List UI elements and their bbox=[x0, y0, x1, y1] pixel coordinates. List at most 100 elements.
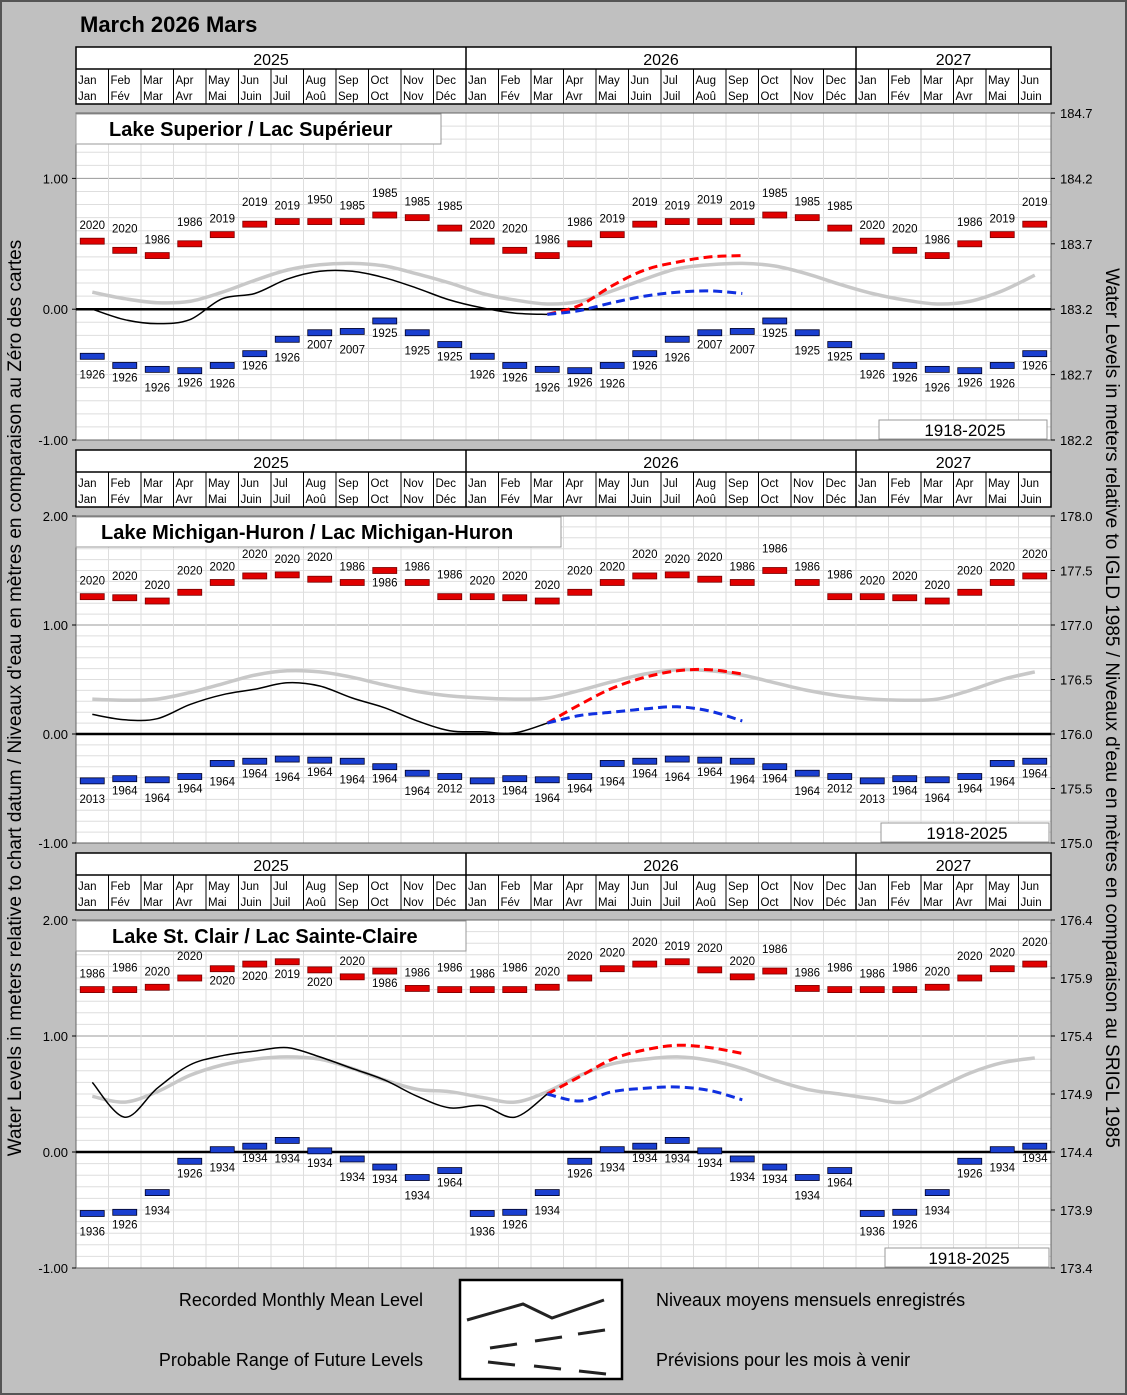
min-level-bar bbox=[632, 1142, 658, 1150]
max-year-label: 2020 bbox=[534, 966, 560, 978]
min-year-label: 1964 bbox=[307, 767, 333, 779]
max-level-bar bbox=[79, 593, 105, 601]
min-level-bar bbox=[599, 760, 625, 767]
month-label-fr: Fév bbox=[501, 494, 520, 506]
max-year-label: 2019 bbox=[274, 201, 300, 213]
month-label-en: Jun bbox=[1021, 881, 1040, 893]
month-label-fr: Nov bbox=[403, 897, 424, 909]
month-label-fr: Jan bbox=[78, 91, 97, 103]
month-label-en: Dec bbox=[826, 881, 847, 893]
min-level-bar bbox=[924, 1189, 950, 1196]
max-level-bar bbox=[957, 240, 983, 248]
month-label-fr: Mai bbox=[988, 494, 1007, 506]
month-label-fr: Oct bbox=[371, 494, 390, 506]
max-level-bar bbox=[437, 224, 463, 232]
forecast-low-line bbox=[547, 289, 743, 316]
max-year-label: 1986 bbox=[762, 544, 788, 556]
month-label-fr: Mai bbox=[208, 91, 227, 103]
min-level-bar bbox=[112, 1208, 138, 1216]
month-label-fr: Juin bbox=[631, 494, 652, 506]
max-level-bar bbox=[437, 593, 463, 601]
month-label-en: Sep bbox=[338, 478, 358, 490]
month-label-en: Feb bbox=[501, 881, 521, 893]
max-year-label: 2019 bbox=[664, 201, 690, 213]
period-box bbox=[880, 822, 1050, 843]
recorded-level-line bbox=[92, 269, 548, 325]
min-level-bar bbox=[794, 329, 820, 337]
max-year-label: 1986 bbox=[502, 963, 528, 975]
month-label-en: Jan bbox=[468, 881, 487, 893]
max-level-bar bbox=[599, 965, 625, 973]
max-year-label: 2020 bbox=[469, 576, 495, 588]
min-year-label: 1926 bbox=[957, 1168, 983, 1180]
legend-probable-en: Probable Range of Future Levels bbox=[159, 1350, 423, 1370]
month-label-en: Jun bbox=[1021, 478, 1040, 490]
min-year-label: 1964 bbox=[664, 772, 690, 784]
min-level-bar bbox=[144, 776, 170, 784]
forecast-high-line bbox=[546, 254, 743, 316]
min-year-label: 1964 bbox=[989, 776, 1015, 788]
min-level-bar bbox=[599, 1146, 625, 1154]
month-label-fr: Nov bbox=[793, 91, 814, 103]
month-label-en: Jun bbox=[241, 75, 260, 87]
legend-recorded-sample bbox=[466, 1298, 605, 1322]
legend-sample-box bbox=[458, 1278, 624, 1381]
max-level-bar bbox=[79, 986, 105, 993]
min-year-label: 1926 bbox=[1022, 361, 1048, 373]
lake-title-box bbox=[75, 920, 467, 952]
max-year-label: 1986 bbox=[79, 969, 105, 981]
max-level-bar bbox=[729, 218, 755, 225]
y-tick-left: 0.00 bbox=[43, 1145, 68, 1160]
period-label: 1918-2025 bbox=[928, 1249, 1009, 1268]
max-level-bar bbox=[339, 579, 365, 586]
min-level-bar bbox=[242, 1142, 268, 1150]
min-level-bar bbox=[502, 1208, 528, 1216]
max-level-bar bbox=[827, 593, 853, 601]
min-level-bar bbox=[957, 367, 983, 375]
max-level-bar bbox=[664, 571, 690, 579]
month-label-en: Apr bbox=[176, 881, 194, 893]
month-label-fr: Avr bbox=[956, 897, 973, 909]
max-level-bar bbox=[177, 588, 203, 596]
year-label: 2026 bbox=[643, 455, 679, 472]
min-level-bar bbox=[924, 776, 950, 784]
month-label-fr: Juil bbox=[273, 897, 290, 909]
min-year-label: 1934 bbox=[632, 1153, 658, 1165]
min-level-bar bbox=[892, 775, 918, 783]
min-year-label: 1926 bbox=[957, 378, 983, 390]
max-level-bar bbox=[729, 973, 755, 981]
min-year-label: 1926 bbox=[632, 361, 658, 373]
max-year-label: 1986 bbox=[924, 235, 950, 247]
min-level-bar bbox=[729, 328, 755, 335]
month-label-en: Aug bbox=[696, 75, 716, 87]
max-level-bar bbox=[1022, 960, 1048, 968]
left-axis-title: Water Levels in meters relative to chart… bbox=[5, 240, 26, 1156]
month-label-fr: Jan bbox=[468, 494, 487, 506]
month-label-en: May bbox=[988, 478, 1010, 490]
month-label-en: Feb bbox=[111, 881, 131, 893]
min-level-bar bbox=[144, 1189, 170, 1196]
min-level-bar bbox=[502, 362, 528, 369]
month-label-fr: Nov bbox=[403, 91, 424, 103]
forecast-low-line bbox=[546, 705, 743, 725]
min-year-label: 1934 bbox=[664, 1153, 690, 1165]
min-year-label: 1964 bbox=[729, 774, 755, 786]
month-label-en: Jun bbox=[631, 478, 650, 490]
forecast-high-line bbox=[546, 1043, 743, 1096]
min-level-bar bbox=[729, 1155, 755, 1163]
max-year-label: 1986 bbox=[372, 978, 398, 990]
month-label-fr: Mai bbox=[208, 494, 227, 506]
month-header: 2025 Jan Jan Feb Fév Mar Mar Apr Avr May Mai Jun Jui… bbox=[75, 46, 1052, 105]
month-label-en: Feb bbox=[891, 478, 911, 490]
max-level-bar bbox=[372, 211, 398, 219]
min-year-label: 1964 bbox=[762, 774, 788, 786]
month-label-en: Jul bbox=[273, 75, 288, 87]
y-tick-right: 173.9 bbox=[1060, 1203, 1093, 1218]
min-year-label: 1964 bbox=[437, 1178, 463, 1190]
min-year-label: 1934 bbox=[307, 1158, 333, 1170]
year-label: 2026 bbox=[643, 52, 679, 69]
max-level-bar bbox=[664, 218, 690, 225]
month-label-en: Feb bbox=[501, 478, 521, 490]
month-label-fr: Juin bbox=[1021, 91, 1042, 103]
max-level-bar bbox=[859, 237, 885, 245]
